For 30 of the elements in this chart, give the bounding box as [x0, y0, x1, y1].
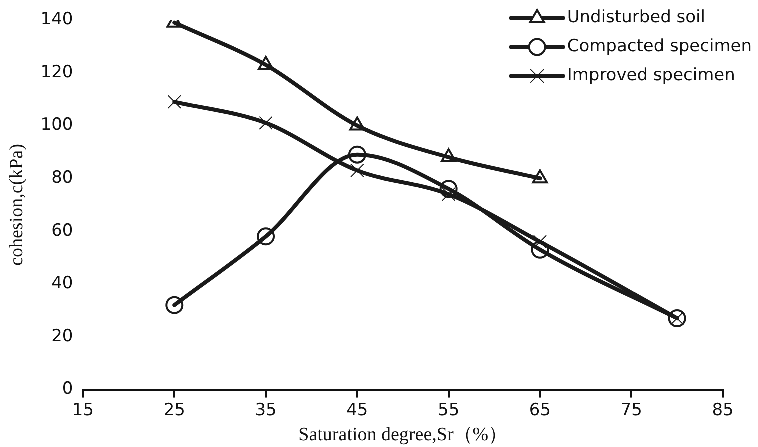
x-axis-title: Saturation degree,Sr（%） [298, 424, 508, 446]
x-tick-label: 35 [255, 400, 277, 420]
point [348, 146, 366, 164]
x-tick-label: 45 [346, 400, 368, 420]
legend-label: Undisturbed soil [567, 8, 706, 28]
point [531, 240, 550, 259]
legend-label: Compacted specimen [567, 36, 752, 57]
y-tick-label: 140 [40, 10, 74, 30]
legend-label: Improved specimen [567, 66, 736, 86]
point [350, 164, 364, 178]
point [440, 180, 458, 198]
y-tick-label: 40 [52, 274, 74, 294]
x-tick-label: 25 [164, 400, 186, 420]
x-tick-label: 85 [712, 400, 734, 420]
point [166, 296, 184, 314]
y-tick-label: 20 [52, 326, 74, 346]
y-axis-title: cohesion,c(kPa) [6, 144, 28, 266]
point [168, 95, 182, 109]
y-tick-label: 120 [40, 62, 74, 82]
y-tick-label: 60 [52, 220, 74, 241]
y-tick-label: 0 [62, 379, 74, 400]
x-tick-label: 15 [72, 400, 94, 420]
x-tick-label: 65 [529, 400, 552, 420]
y-tick-label: 100 [40, 115, 74, 136]
point [533, 235, 548, 249]
point [257, 228, 276, 246]
y-tick-label: 80 [52, 168, 74, 188]
x-tick-label: 75 [620, 400, 642, 420]
x-tick-label: 55 [438, 400, 460, 420]
point [259, 116, 273, 130]
